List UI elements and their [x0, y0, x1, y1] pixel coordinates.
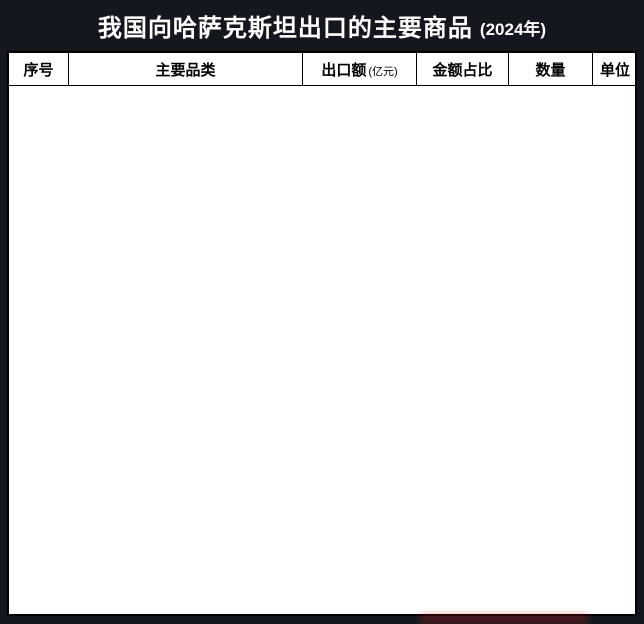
column-header-export-value: 出口额 (亿元) — [303, 53, 417, 86]
column-header-index: 序号 — [9, 53, 69, 86]
column-header-share: 金额占比 — [417, 53, 509, 86]
table-header: 序号 主要品类 出口额 (亿元) 金额占比 数量 单位 — [9, 53, 635, 86]
column-header-unit: 单位 — [593, 53, 635, 86]
data-table: 序号 主要品类 出口额 (亿元) 金额占比 数量 单位 — [9, 53, 635, 614]
unit-note: (亿元) — [368, 65, 398, 78]
table-body — [9, 86, 635, 614]
column-header-quantity: 数量 — [509, 53, 593, 86]
watermark-smudge — [419, 613, 589, 624]
title-text: 我国向哈萨克斯坦出口的主要商品 — [97, 15, 473, 42]
page-title: 我国向哈萨克斯坦出口的主要商品 (2024年) — [7, 0, 637, 51]
export-table: 序号 主要品类 出口额 (亿元) 金额占比 数量 单位 — [7, 51, 637, 616]
title-year: (2024年) — [479, 19, 547, 39]
column-header-category: 主要品类 — [69, 53, 303, 86]
